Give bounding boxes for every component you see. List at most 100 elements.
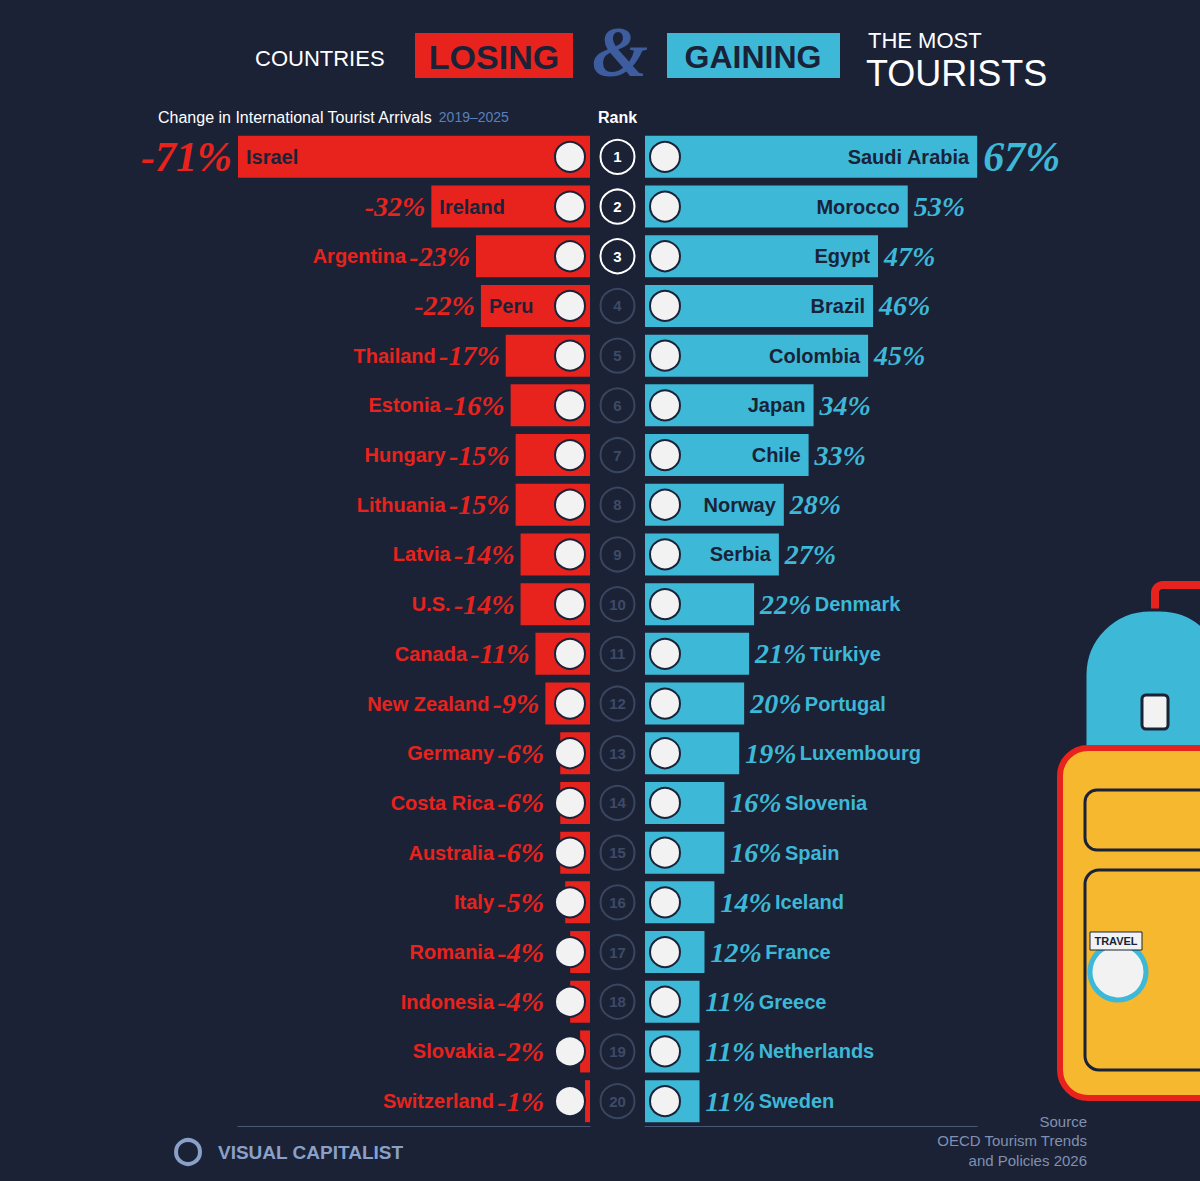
svg-text:Greece: Greece [759,991,827,1013]
svg-text:Slovenia: Slovenia [785,792,868,814]
svg-text:&: & [592,12,648,92]
svg-text:2019–2025: 2019–2025 [439,109,509,125]
svg-text:11: 11 [610,645,626,662]
svg-text:46%: 46% [878,290,930,321]
svg-text:Sweden: Sweden [759,1090,835,1112]
svg-text:-22%: -22% [414,290,475,321]
svg-text:and Policies 2026: and Policies 2026 [969,1152,1087,1169]
svg-text:France: France [765,941,831,963]
svg-text:Hungary: Hungary [365,444,447,466]
svg-text:53%: 53% [914,191,965,222]
svg-text:Latvia: Latvia [393,543,452,565]
svg-text:OECD Tourism Trends: OECD Tourism Trends [937,1132,1087,1149]
svg-text:-1%: -1% [497,1086,544,1117]
svg-text:Luxembourg: Luxembourg [800,742,921,764]
svg-text:Morocco: Morocco [816,196,899,218]
svg-text:Thailand: Thailand [354,345,436,367]
svg-text:Serbia: Serbia [710,543,772,565]
svg-text:-17%: -17% [439,340,500,371]
svg-text:Romania: Romania [410,941,495,963]
svg-text:9: 9 [613,546,621,563]
svg-text:Saudi Arabia: Saudi Arabia [848,146,970,168]
svg-text:11%: 11% [706,1086,756,1117]
svg-text:-14%: -14% [454,539,515,570]
svg-text:67%: 67% [983,134,1060,180]
svg-text:COUNTRIES: COUNTRIES [255,46,385,71]
svg-text:20%: 20% [749,688,801,719]
svg-text:-14%: -14% [454,589,515,620]
svg-text:Germany: Germany [407,742,495,764]
svg-text:-5%: -5% [497,887,544,918]
svg-text:12%: 12% [710,937,761,968]
svg-text:18: 18 [609,993,626,1010]
svg-text:27%: 27% [784,539,836,570]
svg-text:19%: 19% [745,738,796,769]
svg-text:GAINING: GAINING [685,39,822,75]
svg-text:22%: 22% [759,589,811,620]
svg-text:Indonesia: Indonesia [401,991,495,1013]
svg-text:Portugal: Portugal [805,693,886,715]
svg-text:Iceland: Iceland [775,891,844,913]
svg-text:12: 12 [609,695,626,712]
svg-text:8: 8 [613,496,621,513]
svg-text:Norway: Norway [704,494,777,516]
svg-text:Chile: Chile [752,444,801,466]
svg-text:Rank: Rank [598,109,637,126]
svg-text:Peru: Peru [489,295,533,317]
svg-text:11%: 11% [706,986,756,1017]
svg-text:15: 15 [609,844,626,861]
svg-text:Türkiye: Türkiye [810,643,881,665]
svg-text:TOURISTS: TOURISTS [866,53,1047,94]
svg-text:7: 7 [613,447,621,464]
svg-text:Netherlands: Netherlands [759,1040,875,1062]
svg-text:New Zealand: New Zealand [367,693,489,715]
svg-text:2: 2 [613,198,621,215]
svg-text:Estonia: Estonia [368,394,441,416]
svg-text:4: 4 [613,297,622,314]
svg-text:LOSING: LOSING [429,38,559,76]
svg-text:5: 5 [613,347,621,364]
svg-text:-16%: -16% [444,390,505,421]
svg-text:THE MOST: THE MOST [868,28,982,53]
svg-text:Argentina: Argentina [313,245,407,267]
svg-text:45%: 45% [873,340,925,371]
svg-text:Colombia: Colombia [769,345,861,367]
svg-text:-11%: -11% [470,638,529,669]
svg-text:Canada: Canada [395,643,468,665]
svg-text:-2%: -2% [497,1036,544,1067]
svg-text:16%: 16% [730,837,781,868]
svg-text:Source: Source [1039,1113,1087,1130]
svg-text:1: 1 [613,148,621,165]
svg-text:14: 14 [609,794,626,811]
svg-text:Lithuania: Lithuania [357,494,447,516]
svg-text:-23%: -23% [409,241,470,272]
svg-text:14%: 14% [720,887,771,918]
svg-text:Spain: Spain [785,842,839,864]
svg-text:Italy: Italy [454,891,495,913]
svg-text:-6%: -6% [497,738,544,769]
svg-text:Ireland: Ireland [439,196,505,218]
svg-text:-32%: -32% [365,191,426,222]
svg-text:-71%: -71% [141,134,232,180]
svg-text:13: 13 [609,745,626,762]
svg-text:-4%: -4% [497,937,544,968]
svg-text:VISUAL CAPITALIST: VISUAL CAPITALIST [218,1142,403,1163]
svg-text:16: 16 [609,894,626,911]
svg-text:TRAVEL: TRAVEL [1094,935,1137,947]
svg-text:Israel: Israel [246,146,298,168]
svg-text:-15%: -15% [449,489,510,520]
svg-text:28%: 28% [789,489,841,520]
svg-text:47%: 47% [883,241,935,272]
svg-text:3: 3 [613,248,621,265]
svg-text:Egypt: Egypt [814,245,870,267]
svg-text:Switzerland: Switzerland [383,1090,494,1112]
svg-text:19: 19 [609,1043,626,1060]
svg-text:17: 17 [609,944,626,961]
svg-text:21%: 21% [754,638,806,669]
svg-text:34%: 34% [819,390,871,421]
svg-text:Change in International Touris: Change in International Tourist Arrivals [158,109,432,126]
svg-text:Denmark: Denmark [815,593,901,615]
svg-text:-4%: -4% [497,986,544,1017]
svg-text:6: 6 [613,397,621,414]
svg-text:-9%: -9% [493,688,540,719]
